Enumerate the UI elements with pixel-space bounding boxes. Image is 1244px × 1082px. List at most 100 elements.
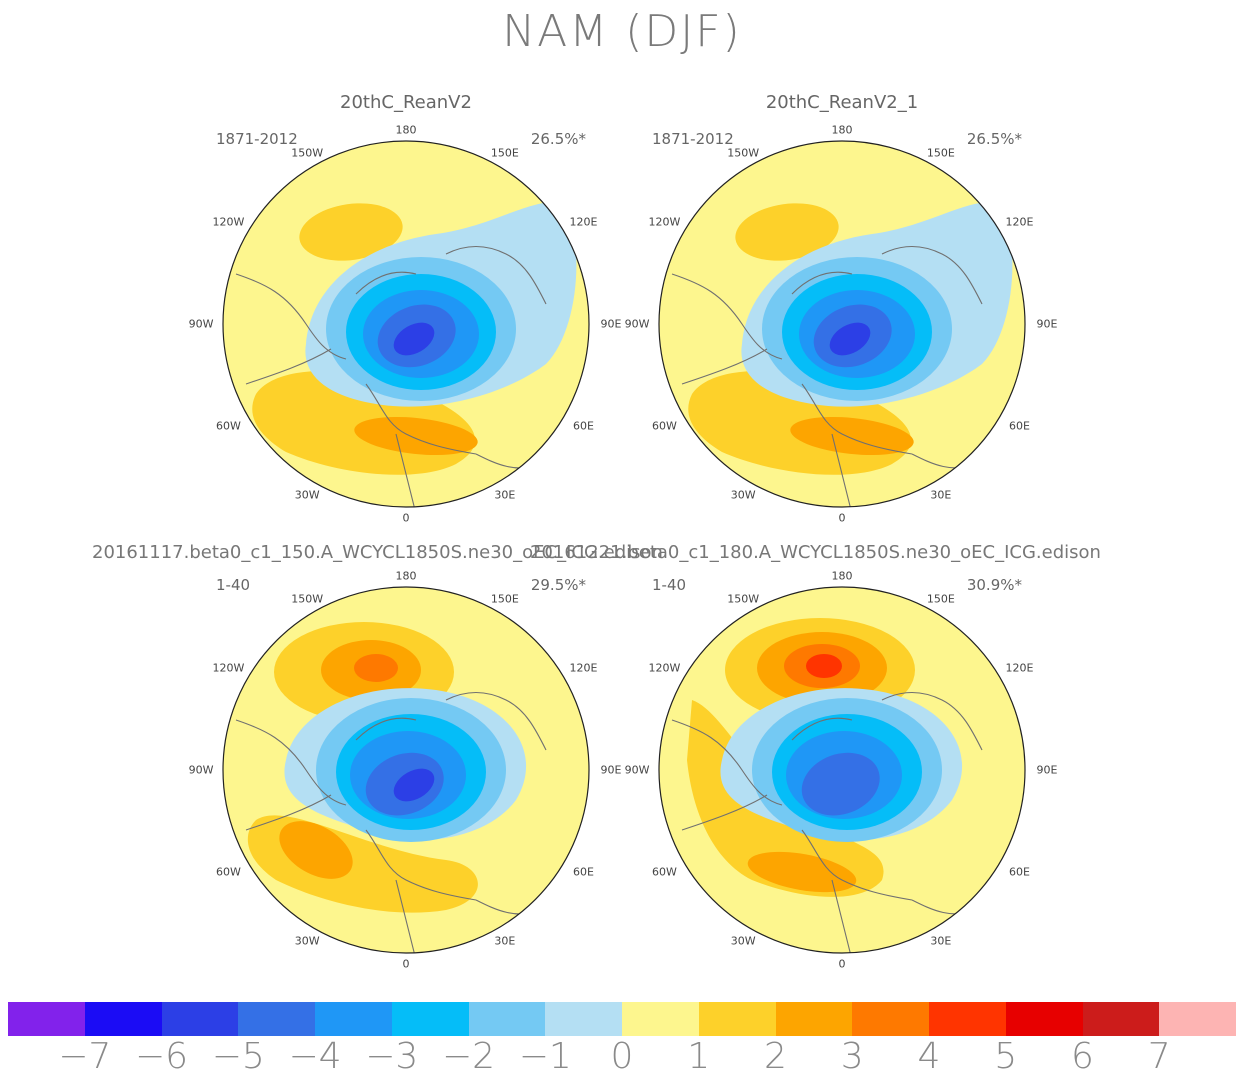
longitude-label: 90W <box>624 763 650 777</box>
longitude-label: 0 <box>402 957 410 971</box>
longitude-label: 90W <box>188 763 214 777</box>
longitude-label: 180 <box>831 569 853 583</box>
polar-map <box>222 586 590 954</box>
longitude-label: 60E <box>573 865 594 879</box>
longitude-label: 150W <box>291 592 324 606</box>
panel-title-4: 20161221.beta0_c1_180.A_WCYCL1850S.ne30_… <box>530 542 1101 563</box>
longitude-label: 60E <box>1009 865 1030 879</box>
colorbar-tick-label: 2 <box>764 1036 787 1077</box>
polar-map <box>658 140 1026 508</box>
figure-title: NAM (DJF) <box>502 6 742 57</box>
longitude-label: 30W <box>730 934 756 948</box>
colorbar-tick-label: −4 <box>288 1036 342 1077</box>
longitude-label: 60W <box>216 865 241 879</box>
longitude-label: 180 <box>395 569 417 583</box>
longitude-label: 60E <box>1009 419 1030 433</box>
panel-variance: 30.9%* <box>966 576 1022 594</box>
longitude-label: 150E <box>926 146 955 160</box>
longitude-label: 150E <box>490 146 519 160</box>
longitude-label: 30W <box>294 934 320 948</box>
map-panel-4: 1-40 30.9%* <box>652 550 1032 954</box>
longitude-label: 90W <box>188 317 214 331</box>
longitude-label: 90E <box>1036 317 1058 331</box>
longitude-label: 150W <box>727 592 760 606</box>
longitude-label: 120E <box>569 661 598 675</box>
colorbar-ticks: −7 −6 −5 −4 −3 −2 −1 0 1 2 3 4 5 6 7 <box>8 1036 1236 1080</box>
longitude-label: 150W <box>727 146 760 160</box>
colorbar-tick-label: 1 <box>687 1036 711 1077</box>
colorbar-tick-label: −3 <box>365 1036 419 1077</box>
colorbar-tick-label: −5 <box>211 1036 265 1077</box>
colorbar-tick-label: −2 <box>441 1036 496 1077</box>
panel-variance: 26.5%* <box>966 130 1022 148</box>
longitude-label: 120E <box>569 215 598 229</box>
map-panel-1: 20thC_ReanV2 1871-2012 26.5%* <box>216 92 596 508</box>
colorbar-tick-label: −7 <box>58 1036 112 1077</box>
colorbar-tick-label: 7 <box>1147 1036 1171 1077</box>
longitude-label: 90W <box>624 317 650 331</box>
longitude-label: 150E <box>926 592 955 606</box>
colorbar-swatch <box>1005 1002 1083 1036</box>
panel-years: 1871-2012 <box>216 130 298 148</box>
colorbar-swatch <box>545 1002 622 1036</box>
panel-years: 1-40 <box>652 576 687 594</box>
panel-years: 1871-2012 <box>652 130 734 148</box>
colorbar-swatch <box>84 1002 162 1036</box>
colorbar-tick-label: 4 <box>917 1036 941 1077</box>
longitude-label: 150E <box>490 592 519 606</box>
colorbar-swatch <box>315 1002 392 1036</box>
longitude-label: 120W <box>212 661 245 675</box>
longitude-label: 30E <box>930 934 952 948</box>
panel-title-3: 20161117.beta0_c1_150.A_WCYCL1850S.ne30_… <box>92 542 663 563</box>
longitude-label: 180 <box>395 123 417 137</box>
longitude-label: 60W <box>652 419 677 433</box>
colorbar-swatch <box>775 1002 853 1036</box>
colorbar-swatch <box>622 1002 699 1036</box>
colorbar-swatch <box>391 1002 469 1036</box>
colorbar-tick-label: 6 <box>1071 1036 1094 1077</box>
map-panel-3: 1-40 29.5%* <box>216 550 596 954</box>
longitude-label: 30W <box>730 488 756 502</box>
polar-map <box>658 586 1026 954</box>
longitude-label: 90E <box>600 763 622 777</box>
longitude-label: 120W <box>212 215 245 229</box>
colorbar-tick-label: 3 <box>840 1036 864 1077</box>
longitude-label: 150W <box>291 146 324 160</box>
longitude-label: 60E <box>573 419 594 433</box>
longitude-label: 60W <box>216 419 241 433</box>
longitude-label: 180 <box>831 123 853 137</box>
colorbar <box>8 1002 1236 1036</box>
longitude-label: 120W <box>648 661 681 675</box>
longitude-label: 90E <box>1036 763 1058 777</box>
colorbar-tick-label: −1 <box>518 1036 572 1077</box>
panel-title: 20thC_ReanV2_1 <box>765 92 919 113</box>
panel-variance: 29.5%* <box>530 576 586 594</box>
longitude-label: 60W <box>652 865 677 879</box>
colorbar-tick-label: 0 <box>610 1036 634 1077</box>
colorbar-swatch <box>468 1002 546 1036</box>
panel-variance: 26.5%* <box>530 130 586 148</box>
colorbar-swatch <box>238 1002 315 1036</box>
colorbar-swatch <box>8 1002 85 1036</box>
longitude-label: 120E <box>1005 661 1034 675</box>
colorbar-tick-label: 5 <box>994 1036 1018 1077</box>
longitude-label: 30E <box>494 934 516 948</box>
longitude-label: 0 <box>838 957 846 971</box>
longitude-label: 30E <box>930 488 952 502</box>
colorbar-swatch <box>698 1002 776 1036</box>
map-panel-2: 20thC_ReanV2_1 1871-2012 26.5%* <box>652 92 1032 508</box>
colorbar-swatch <box>1159 1002 1236 1036</box>
colorbar-swatch <box>161 1002 239 1036</box>
longitude-label: 0 <box>402 511 410 525</box>
longitude-label: 30W <box>294 488 320 502</box>
panel-years: 1-40 <box>216 576 251 594</box>
panel-title: 20thC_ReanV2 <box>340 92 472 113</box>
longitude-label: 30E <box>494 488 516 502</box>
longitude-label: 90E <box>600 317 622 331</box>
colorbar-swatch <box>1082 1002 1160 1036</box>
colorbar-swatch <box>929 1002 1006 1036</box>
colorbar-swatch <box>852 1002 929 1036</box>
colorbar-tick-label: −6 <box>134 1036 189 1077</box>
longitude-label: 120W <box>648 215 681 229</box>
polar-map <box>222 140 590 508</box>
